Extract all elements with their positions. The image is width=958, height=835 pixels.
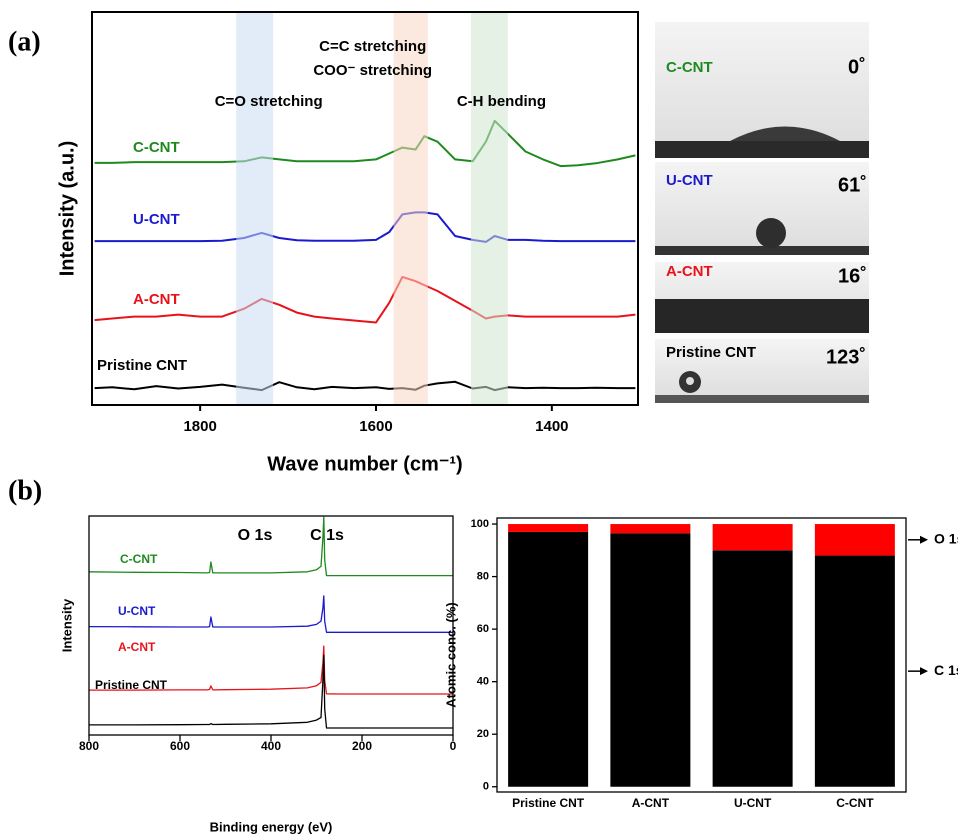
sample-label: A-CNT [666,263,713,280]
x-tick-label: 0 [450,739,457,753]
series-label: Pristine CNT [97,357,187,374]
band-label: COO⁻ stretching [313,62,432,79]
chart: Atomic conc. (%) 0 20 40 60 80 100 Pristine CNT… [443,517,958,810]
series-label: A-CNT [133,291,180,308]
contact-angle: 123˚ [826,345,866,368]
bar-segment [712,550,793,787]
series-label: U-CNT [118,604,156,618]
contact-angle: 61˚ [838,173,867,196]
spectrum [94,380,636,392]
contact-angle: 16˚ [838,264,867,287]
x-tick-label: 1800 [183,418,216,435]
x-tick-label: 800 [79,739,99,753]
series-label: Pristine CNT [95,678,168,692]
x-tick-label: 400 [261,739,281,753]
x-tick-label: 1600 [359,418,392,435]
peak-label: O 1s [238,527,273,544]
bar-segment [508,531,589,787]
droplet-images [655,22,869,403]
y-tick-label: 0 [483,781,489,793]
x-tick-label: U-CNT [734,796,772,810]
spectrum [88,516,453,577]
y-tick-label: 20 [477,728,489,740]
x-tick-label: Pristine CNT [512,796,585,810]
band-label: C-H bending [457,93,546,110]
legend-label: C 1s [934,662,958,678]
x-tick-label: 200 [352,739,372,753]
x-axis-label: Wave number (cm⁻¹) [267,453,462,475]
bar-segment [814,524,895,556]
legend-arrowhead [920,535,928,544]
y-axis-label: Atomic conc. (%) [443,602,458,707]
sample-label: Pristine CNT [666,344,756,361]
band-label: C=O stretching [215,93,323,110]
series-label: C-CNT [133,139,180,156]
y-tick-label: 80 [477,570,489,582]
photo-substrate [655,395,869,403]
contact-angle: 0˚ [848,55,866,78]
series-label: C-CNT [120,552,158,566]
y-axis-label: Intensity [59,598,74,652]
y-axis-label: Intensity (a.u.) [56,141,78,277]
chart: Intensity (a.u.) Wave number (cm⁻¹) 1800 16… [56,11,639,475]
sample-label: C-CNT [666,59,713,76]
legend-label: O 1s [934,531,958,547]
panel-label: (b) [8,475,42,506]
photo-substrate [655,141,869,158]
panel-label: (a) [8,26,41,57]
droplet [730,126,840,141]
spectrum [89,645,453,695]
y-tick-label: 40 [477,676,489,688]
bar-segment [712,524,793,551]
sample-label: U-CNT [666,172,713,189]
x-axis-label: Binding energy (eV) [210,819,333,834]
band [236,12,274,405]
droplet [756,218,786,248]
series-label: A-CNT [118,640,156,654]
peak-label: C 1s [310,527,344,544]
spectrum [89,654,453,729]
bar-segment [610,524,691,534]
band [393,12,428,405]
series-label: U-CNT [133,211,180,228]
spectrum [88,595,453,633]
bar-segment [610,533,691,787]
plot-frame [91,11,639,406]
bar-segment [508,524,589,532]
plot-frame [88,515,454,736]
droplet-highlight [686,377,694,385]
photo-substrate [655,299,869,333]
photo-substrate [655,246,869,255]
bar-segment [814,555,895,787]
y-tick-label: 100 [471,518,489,530]
plot-frame [496,517,907,793]
band-label: C=C stretching [319,38,426,55]
x-tick-label: C-CNT [836,796,874,810]
x-tick-label: 600 [170,739,190,753]
band [470,12,508,405]
chart: Intensity Binding energy (eV) 800 600 400 200… [59,515,457,834]
y-tick-label: 60 [477,623,489,635]
legend-arrowhead [920,667,928,676]
x-tick-label: A-CNT [632,796,670,810]
x-tick-label: 1400 [535,418,568,435]
